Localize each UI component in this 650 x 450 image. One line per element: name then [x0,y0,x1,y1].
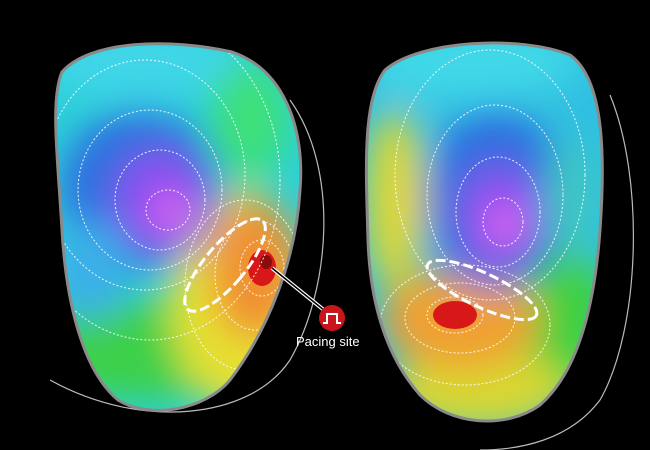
pulse-icon [319,305,345,331]
right-activation-map [366,43,603,422]
right-line-of-block [425,258,539,322]
left-line-of-block [183,217,267,313]
left-heart-outline [54,42,303,412]
right-outer-line [479,94,635,450]
pacing-site-label: Pacing site [296,334,360,349]
right-heart-outline [364,41,604,423]
